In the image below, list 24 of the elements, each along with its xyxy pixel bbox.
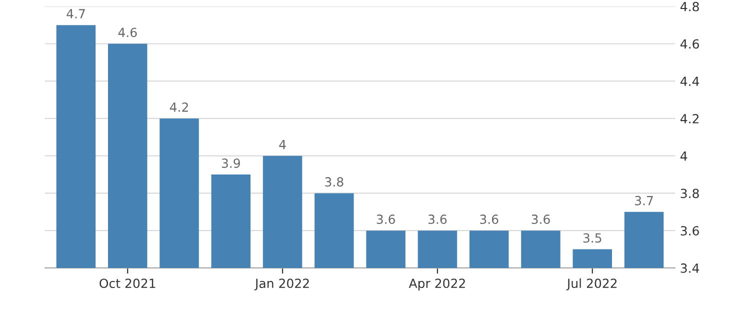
y-tick-label: 4 bbox=[680, 151, 688, 161]
data-label: 3.6 bbox=[428, 214, 447, 224]
data-label: 4.2 bbox=[170, 102, 188, 112]
data-label: 3.9 bbox=[222, 158, 240, 168]
x-tick-label: Apr 2022 bbox=[408, 278, 465, 290]
data-label: 3.8 bbox=[325, 177, 344, 187]
x-tick-label: Jan 2022 bbox=[254, 278, 309, 290]
data-label: 4.6 bbox=[118, 28, 137, 38]
data-label: 3.6 bbox=[532, 214, 550, 224]
y-tick-label: 3.8 bbox=[680, 188, 699, 198]
y-tick-label: 3.6 bbox=[680, 226, 699, 236]
data-label: 4.7 bbox=[66, 9, 85, 18]
y-tick-label: 3.4 bbox=[680, 263, 700, 273]
x-tick-label: Oct 2021 bbox=[100, 278, 156, 288]
data-label: 3.5 bbox=[583, 233, 602, 243]
x-tick-label: Jul 2022 bbox=[566, 278, 617, 290]
data-label: 3.7 bbox=[635, 196, 653, 206]
y-tick-label: 4.8 bbox=[680, 2, 699, 12]
y-tick-label: 4.4 bbox=[680, 76, 700, 86]
data-label: 3.6 bbox=[376, 214, 395, 224]
y-tick-label: 4.2 bbox=[680, 114, 698, 124]
data-label: 4 bbox=[279, 140, 286, 150]
data-label: 3.6 bbox=[480, 214, 498, 224]
y-tick-label: 4.6 bbox=[680, 39, 699, 49]
